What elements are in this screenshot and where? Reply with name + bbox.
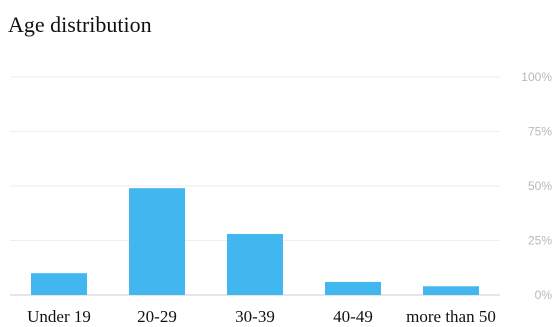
y-tick-label: 50%	[528, 179, 552, 193]
y-tick-label: 25%	[528, 234, 552, 248]
x-tick-label: 40-49	[333, 307, 373, 326]
x-tick-label: 20-29	[137, 307, 177, 326]
chart-title: Age distribution	[8, 12, 152, 37]
x-tick-label: Under 19	[27, 307, 91, 326]
y-tick-label: 100%	[521, 70, 552, 84]
x-tick-label: more than 50	[406, 307, 496, 326]
bar-more-than-50	[423, 286, 479, 295]
bar-20-29	[129, 188, 185, 295]
y-tick-label: 75%	[528, 125, 552, 139]
bar-40-49	[325, 281, 381, 295]
y-tick-label: 0%	[535, 288, 553, 302]
x-tick-label: 30-39	[235, 307, 275, 326]
bar-under-19	[31, 273, 87, 295]
bar-30-39	[227, 233, 283, 295]
